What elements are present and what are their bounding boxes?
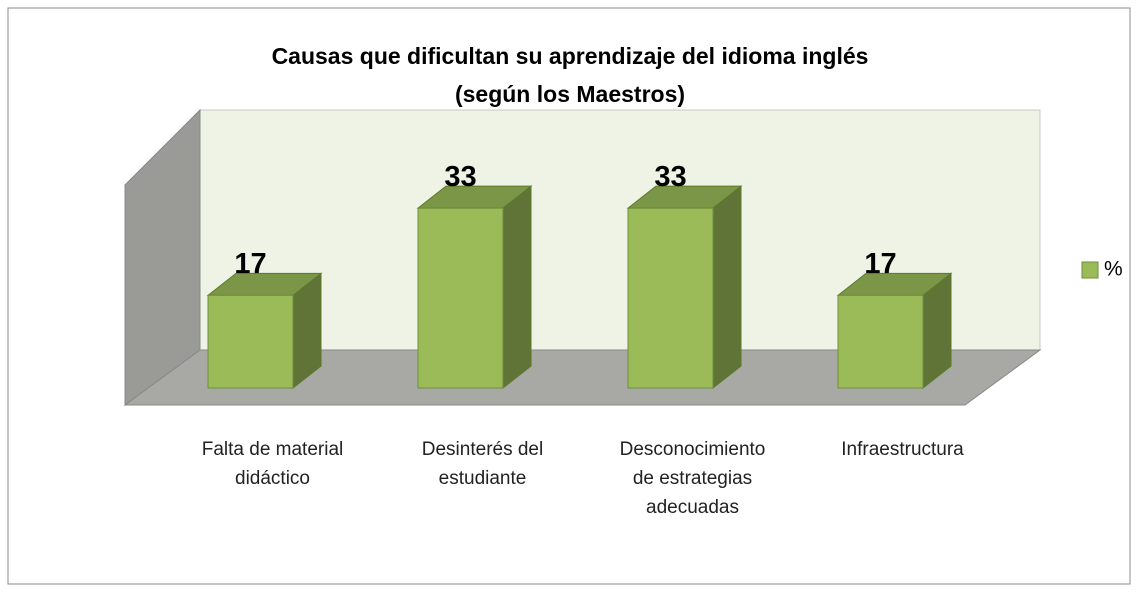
legend-swatch: [1081, 261, 1099, 279]
legend-label: %: [1104, 258, 1123, 281]
chart-title: Causas que dificultan su aprendizaje del…: [272, 43, 869, 69]
bar: [207, 294, 294, 389]
data-label: 17: [864, 248, 896, 280]
floor: [123, 349, 1042, 406]
chart-title: (según los Maestros): [455, 81, 685, 107]
data-label: 17: [234, 248, 266, 280]
x-tick-label: Infraestructura: [841, 439, 964, 460]
bar-side: [502, 185, 532, 390]
x-tick-label: Falta de material didáctico: [202, 439, 344, 489]
x-tick-label: Desinterés del estudiante: [422, 439, 543, 489]
data-label: 33: [444, 161, 476, 193]
x-tick-label: Desconocimiento de estrategias adecuadas: [620, 439, 766, 518]
bar: [417, 207, 504, 389]
bar-side: [712, 185, 742, 390]
data-label: 33: [654, 161, 686, 193]
bar: [837, 294, 924, 389]
bar: [627, 207, 714, 389]
